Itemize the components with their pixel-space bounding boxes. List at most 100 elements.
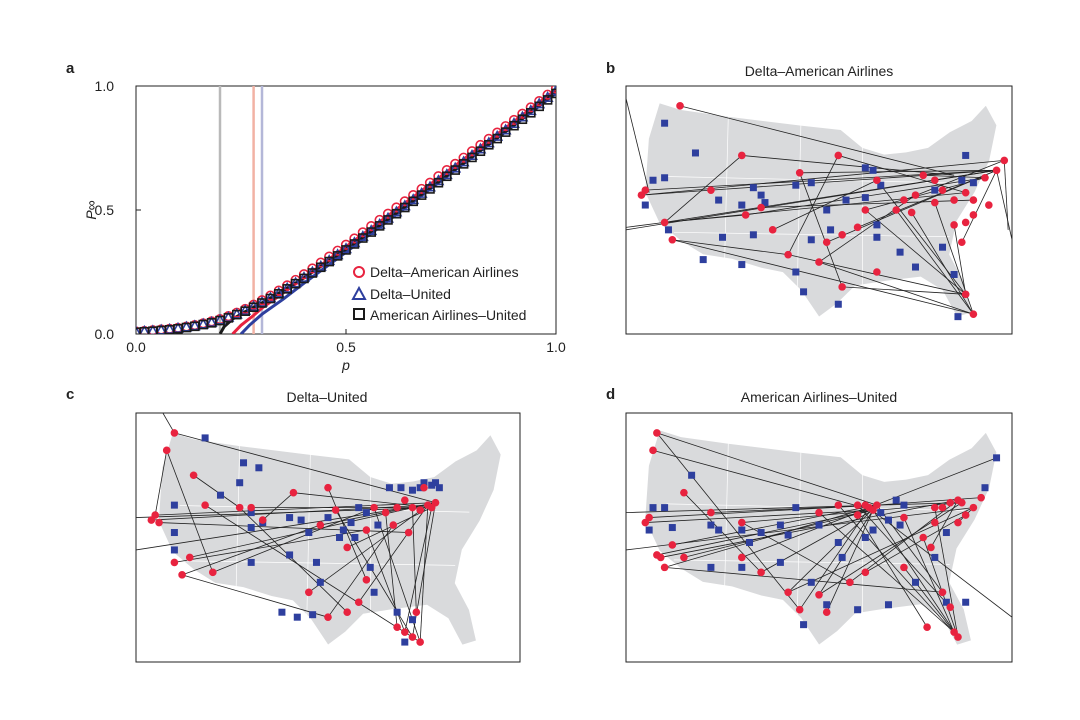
- route-line: [818, 194, 916, 263]
- route-line: [903, 517, 955, 633]
- route-line: [189, 502, 436, 558]
- route-line: [903, 160, 1005, 201]
- airport-square: [316, 578, 324, 586]
- airport-circle: [354, 598, 363, 607]
- airport-circle: [919, 533, 928, 542]
- airport-square: [838, 553, 846, 561]
- airport-circle: [147, 516, 156, 524]
- airport-circle: [653, 429, 661, 437]
- airport-circle: [853, 501, 862, 509]
- airport-square: [366, 563, 374, 571]
- panel-b-title: Delta–American Airlines: [744, 63, 894, 79]
- route-line: [865, 514, 966, 573]
- route-line: [335, 509, 413, 638]
- x-tick-label: 0.0: [126, 339, 146, 355]
- data-point-triangle: [289, 276, 302, 288]
- y-tick-label: 1.0: [95, 78, 115, 94]
- airport-circle: [861, 206, 870, 214]
- data-point-triangle: [415, 186, 428, 198]
- state-border: [724, 443, 729, 587]
- airport-circle: [853, 223, 862, 232]
- legend-marker-circle: [353, 266, 365, 278]
- airport-square: [420, 479, 428, 487]
- airport-circle: [316, 521, 325, 529]
- data-point-triangle: [281, 281, 294, 293]
- data-point-square: [500, 127, 511, 137]
- airport-circle: [401, 628, 409, 636]
- airport-circle: [853, 511, 862, 519]
- airport-circle: [162, 446, 171, 455]
- airport-circle: [324, 613, 332, 621]
- airport-square: [931, 553, 939, 561]
- route-line: [385, 512, 398, 628]
- airport-circle: [757, 568, 765, 577]
- data-point-square: [517, 114, 528, 125]
- data-point-triangle: [298, 271, 310, 283]
- route-line: [872, 509, 959, 638]
- airport-square: [286, 551, 294, 559]
- route-line: [799, 507, 870, 610]
- airport-square: [896, 521, 904, 529]
- airport-circle: [209, 568, 217, 577]
- airport-square: [351, 534, 359, 541]
- airport-square: [877, 181, 885, 189]
- route-line: [818, 512, 955, 633]
- airport-square: [800, 288, 808, 296]
- airport-circle: [393, 623, 401, 631]
- airport-circle: [201, 501, 209, 509]
- data-point-square: [366, 227, 377, 237]
- airport-circle: [822, 608, 831, 616]
- airport-square: [649, 176, 657, 184]
- legend-label: Delta–American Airlines: [370, 264, 519, 280]
- airport-square: [761, 199, 769, 207]
- airport-square: [247, 509, 255, 517]
- route-line: [174, 529, 367, 563]
- y-axis-label: P∞: [83, 200, 99, 219]
- route-line: [710, 169, 997, 191]
- airport-square: [942, 598, 950, 606]
- data-point-triangle: [524, 104, 537, 116]
- x-axis-label: p: [341, 357, 350, 373]
- data-point-triangle: [541, 90, 554, 102]
- airport-square: [236, 479, 244, 487]
- airport-square: [749, 184, 757, 192]
- data-point-triangle: [457, 155, 470, 167]
- airport-circle: [834, 501, 843, 509]
- route-line: [239, 507, 348, 613]
- route-line: [358, 504, 429, 603]
- airport-square: [339, 526, 347, 534]
- airport-square: [347, 519, 355, 527]
- airport-square: [800, 621, 808, 629]
- airport-circle: [738, 518, 746, 527]
- data-point-triangle: [449, 161, 462, 173]
- airport-circle: [927, 543, 935, 552]
- route-line: [818, 261, 974, 315]
- route-line: [656, 432, 801, 610]
- airport-circle: [977, 493, 985, 502]
- airport-circle: [741, 211, 750, 219]
- airport-circle: [900, 196, 908, 204]
- airport-circle: [170, 429, 179, 437]
- route-line: [645, 509, 874, 523]
- airport-square: [861, 194, 869, 202]
- airport-circle: [846, 578, 854, 587]
- airport-square: [385, 484, 393, 492]
- data-point-square: [483, 139, 494, 150]
- data-point-square: [374, 221, 385, 231]
- data-point-square: [492, 133, 503, 144]
- route-line: [799, 169, 997, 174]
- airport-square: [931, 186, 939, 194]
- route-line: [162, 413, 175, 434]
- data-point-triangle: [306, 265, 319, 277]
- airport-circle: [305, 588, 313, 597]
- airport-square: [408, 486, 416, 494]
- airport-square: [362, 509, 370, 517]
- airport-circle: [834, 151, 843, 160]
- airport-circle: [412, 608, 421, 616]
- data-point-square: [475, 146, 486, 157]
- route-line: [869, 457, 997, 508]
- airport-square: [699, 256, 707, 264]
- airport-square: [668, 524, 676, 532]
- route-line: [818, 509, 874, 595]
